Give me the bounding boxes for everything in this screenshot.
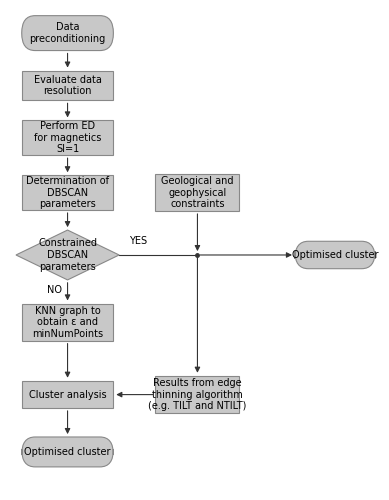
Text: KNN graph to
obtain ε and
minNumPoints: KNN graph to obtain ε and minNumPoints — [32, 306, 103, 339]
FancyBboxPatch shape — [22, 381, 114, 408]
Text: Determination of
DBSCAN
parameters: Determination of DBSCAN parameters — [26, 176, 109, 210]
FancyBboxPatch shape — [156, 174, 240, 212]
FancyBboxPatch shape — [22, 437, 114, 467]
Text: YES: YES — [129, 236, 147, 246]
Text: Optimised cluster: Optimised cluster — [24, 447, 111, 457]
Text: Perform ED
for magnetics
SI=1: Perform ED for magnetics SI=1 — [34, 121, 101, 154]
FancyBboxPatch shape — [22, 16, 114, 50]
Polygon shape — [16, 230, 119, 280]
FancyBboxPatch shape — [22, 70, 114, 101]
FancyBboxPatch shape — [22, 120, 114, 156]
Text: Cluster analysis: Cluster analysis — [29, 390, 106, 400]
FancyBboxPatch shape — [22, 304, 114, 341]
Text: Geological and
geophysical
constraints: Geological and geophysical constraints — [161, 176, 234, 210]
Text: Data
preconditioning: Data preconditioning — [30, 22, 106, 44]
Text: Evaluate data
resolution: Evaluate data resolution — [33, 74, 102, 96]
FancyBboxPatch shape — [22, 175, 114, 210]
Text: Optimised cluster: Optimised cluster — [292, 250, 378, 260]
FancyBboxPatch shape — [156, 376, 240, 414]
Text: NO: NO — [47, 285, 62, 295]
Text: Constrained
DBSCAN
parameters: Constrained DBSCAN parameters — [38, 238, 97, 272]
FancyBboxPatch shape — [295, 242, 375, 268]
Text: Results from edge
thinning algorithm
(e.g. TILT and NTILT): Results from edge thinning algorithm (e.… — [148, 378, 247, 411]
